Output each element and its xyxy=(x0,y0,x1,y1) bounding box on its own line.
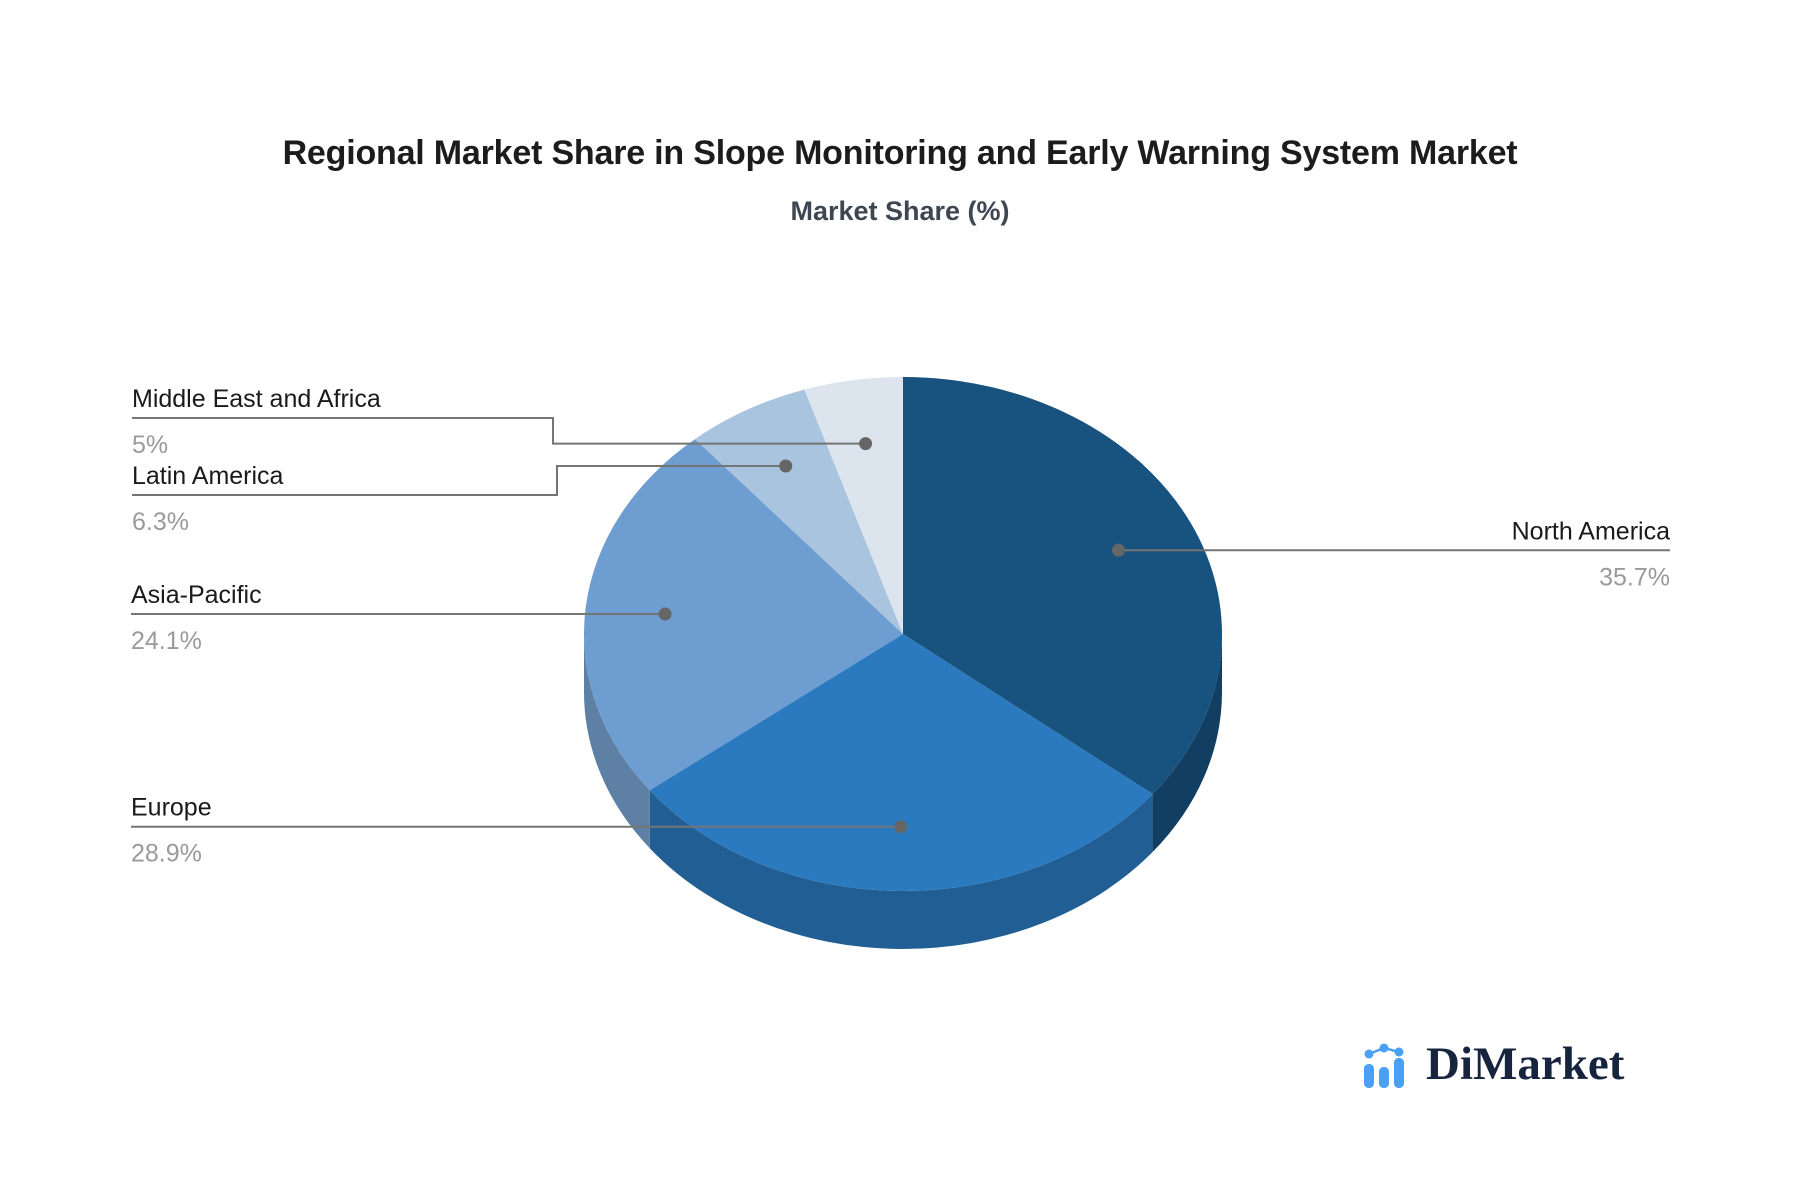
leader-dot-north-america xyxy=(1112,543,1126,557)
slice-label-latin-america: Latin America xyxy=(132,462,284,490)
leader-dot-europe xyxy=(894,820,908,834)
pie-slice-side-europe xyxy=(649,790,1153,949)
chart-subtitle: Market Share (%) xyxy=(790,196,1010,226)
slice-label-north-america: North America xyxy=(1512,517,1670,545)
slice-value-north-america: 35.7% xyxy=(1599,563,1670,591)
pie-slice-latin-america[interactable] xyxy=(695,389,903,634)
slice-label-middle-east-and-africa: Middle East and Africa xyxy=(132,385,381,413)
slice-value-asia-pacific: 24.1% xyxy=(131,627,202,655)
pie-slice-side-north-america xyxy=(1152,634,1222,853)
pie-slice-asia-pacific[interactable] xyxy=(584,439,903,791)
slice-value-europe: 28.9% xyxy=(131,840,202,868)
leader-dot-latin-america xyxy=(779,459,793,473)
slice-value-latin-america: 6.3% xyxy=(132,508,189,536)
leader-dot-asia-pacific xyxy=(658,607,672,621)
leader-line-latin-america xyxy=(132,464,786,496)
chart-title: Regional Market Share in Slope Monitorin… xyxy=(282,134,1518,172)
slice-value-middle-east-and-africa: 5% xyxy=(132,431,168,459)
leader-line-middle-east-and-africa xyxy=(132,417,866,445)
brand-logo-text: DiMarket xyxy=(1426,1038,1625,1090)
leader-dot-middle-east-and-africa xyxy=(859,437,873,451)
slice-label-asia-pacific: Asia-Pacific xyxy=(131,581,262,609)
slice-label-europe: Europe xyxy=(131,794,212,822)
pie-slice-north-america[interactable] xyxy=(903,377,1222,795)
pie-slice-middle-east-and-africa[interactable] xyxy=(804,377,903,634)
pie-slice-side-asia-pacific xyxy=(584,634,650,849)
bar-chart-logo-icon xyxy=(1364,1043,1404,1088)
brand-logo: DiMarket xyxy=(1358,1038,1624,1090)
